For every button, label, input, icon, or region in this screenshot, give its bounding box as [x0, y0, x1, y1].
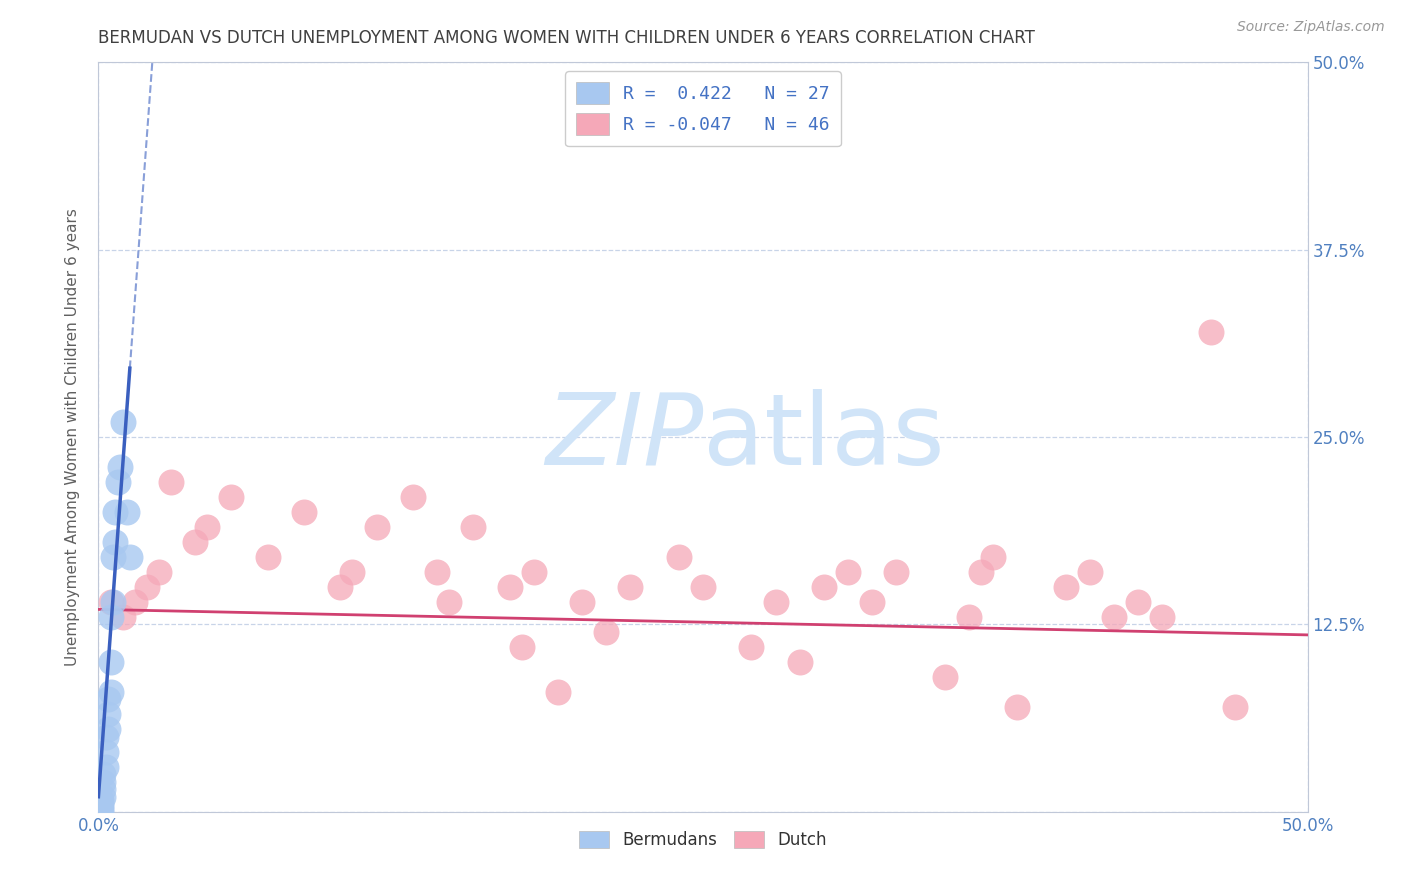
Point: [100, 655, 122, 669]
Point: [117, 505, 139, 519]
Text: ZIP: ZIP: [544, 389, 703, 485]
Point: [292, 505, 315, 519]
Point: [135, 580, 157, 594]
Point: [104, 535, 127, 549]
Point: [860, 595, 883, 609]
Point: [1128, 595, 1150, 609]
Point: [692, 580, 714, 594]
Point: [619, 580, 641, 594]
Point: [595, 624, 617, 639]
Text: atlas: atlas: [703, 389, 945, 485]
Point: [118, 549, 141, 564]
Point: [970, 565, 993, 579]
Point: [402, 490, 425, 504]
Point: [91, 767, 114, 781]
Point: [1054, 580, 1077, 594]
Point: [94, 730, 117, 744]
Point: [100, 610, 122, 624]
Point: [1223, 699, 1246, 714]
Y-axis label: Unemployment Among Women with Children Under 6 years: Unemployment Among Women with Children U…: [65, 208, 80, 666]
Point: [329, 580, 352, 594]
Point: [97, 692, 120, 706]
Point: [101, 549, 124, 564]
Point: [1078, 565, 1101, 579]
Point: [97, 723, 120, 737]
Point: [1152, 610, 1174, 624]
Point: [523, 565, 546, 579]
Point: [342, 565, 364, 579]
Point: [934, 670, 956, 684]
Point: [740, 640, 762, 654]
Point: [886, 565, 908, 579]
Point: [184, 535, 207, 549]
Point: [97, 707, 120, 722]
Point: [94, 760, 117, 774]
Point: [100, 685, 122, 699]
Point: [111, 610, 134, 624]
Point: [104, 505, 127, 519]
Point: [765, 595, 787, 609]
Point: [90, 793, 112, 807]
Point: [256, 549, 278, 564]
Point: [195, 520, 218, 534]
Point: [426, 565, 449, 579]
Point: [100, 595, 122, 609]
Point: [571, 595, 593, 609]
Point: [91, 774, 114, 789]
Point: [90, 798, 112, 813]
Point: [94, 745, 117, 759]
Point: [90, 796, 112, 810]
Point: [813, 580, 835, 594]
Point: [463, 520, 485, 534]
Text: Source: ZipAtlas.com: Source: ZipAtlas.com: [1237, 20, 1385, 34]
Point: [547, 685, 569, 699]
Point: [957, 610, 980, 624]
Point: [510, 640, 533, 654]
Point: [108, 460, 131, 475]
Point: [90, 802, 112, 816]
Point: [498, 580, 520, 594]
Point: [124, 595, 146, 609]
Point: [160, 475, 183, 489]
Point: [91, 782, 114, 797]
Point: [107, 475, 129, 489]
Point: [668, 549, 690, 564]
Point: [101, 595, 124, 609]
Point: [90, 805, 112, 819]
Point: [1007, 699, 1029, 714]
Point: [1102, 610, 1125, 624]
Point: [981, 549, 1004, 564]
Point: [111, 415, 134, 429]
Point: [221, 490, 243, 504]
Point: [91, 789, 114, 804]
Text: BERMUDAN VS DUTCH UNEMPLOYMENT AMONG WOMEN WITH CHILDREN UNDER 6 YEARS CORRELATI: BERMUDAN VS DUTCH UNEMPLOYMENT AMONG WOM…: [98, 29, 1035, 47]
Point: [148, 565, 170, 579]
Legend: Bermudans, Dutch: Bermudans, Dutch: [572, 824, 834, 855]
Point: [366, 520, 388, 534]
Point: [789, 655, 811, 669]
Point: [437, 595, 460, 609]
Point: [1199, 325, 1222, 339]
Point: [837, 565, 859, 579]
